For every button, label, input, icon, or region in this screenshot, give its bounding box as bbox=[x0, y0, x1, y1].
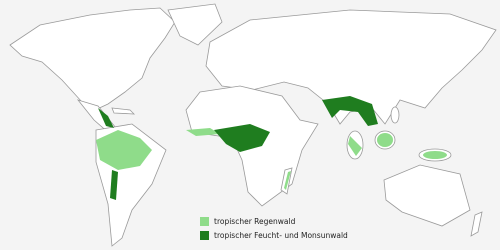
legend-label: tropischer Feucht- und Monsunwald bbox=[214, 231, 348, 240]
australia bbox=[383, 164, 471, 227]
new-zealand bbox=[470, 211, 483, 237]
north-america bbox=[9, 7, 176, 111]
rainforest-amazon bbox=[96, 130, 152, 170]
rainforest-west-africa bbox=[186, 128, 220, 136]
rainforest-new-guinea bbox=[423, 151, 447, 159]
monsoon-central-america bbox=[98, 108, 114, 128]
eurasia bbox=[205, 9, 497, 125]
legend-label: tropischer Regenwald bbox=[214, 217, 296, 226]
legend-swatch bbox=[200, 231, 209, 240]
greenland bbox=[167, 3, 223, 46]
legend-swatch bbox=[200, 217, 209, 226]
rainforest-sumatra bbox=[348, 136, 362, 156]
legend: tropischer Regenwald tropischer Feucht- … bbox=[200, 217, 348, 240]
caribbean bbox=[111, 107, 136, 115]
rainforest-borneo bbox=[377, 133, 393, 147]
forest-regions bbox=[96, 96, 447, 200]
monsoon-andes bbox=[110, 170, 118, 200]
philippines bbox=[390, 106, 400, 124]
rainforest-madagascar bbox=[284, 171, 291, 190]
monsoon-india-se-asia bbox=[322, 96, 378, 126]
monsoon-congo bbox=[214, 124, 270, 152]
